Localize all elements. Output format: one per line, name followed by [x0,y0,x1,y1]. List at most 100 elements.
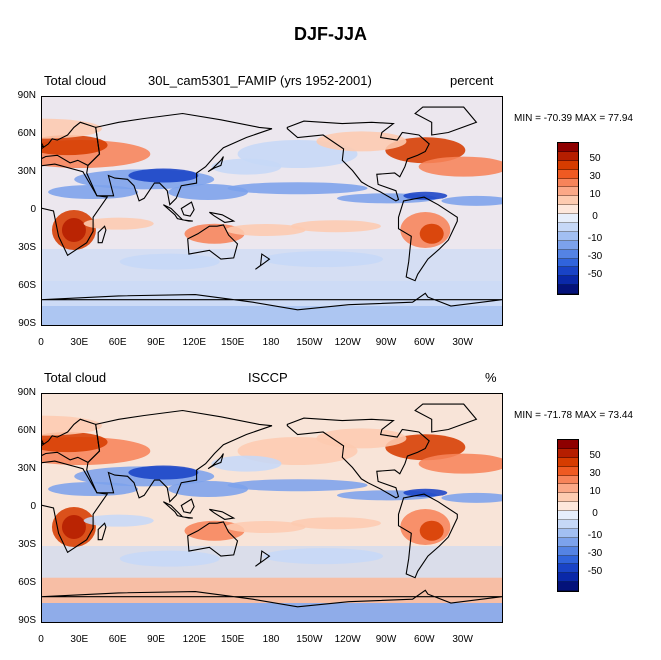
longitude-tick-label: 90W [375,337,397,348]
colorbar [557,142,579,296]
anomaly-field-region [119,550,220,567]
colorbar-swatch [558,466,578,476]
anomaly-field-region [290,517,381,530]
anomaly-field-region [225,224,306,236]
longitude-tick-label: 0 [38,634,44,645]
colorbar-swatch [558,528,578,538]
coastline-europe [42,121,101,167]
coastline-uk [42,142,45,148]
min-max-readout: MIN = -70.39 MAX = 77.94 [514,113,633,124]
colorbar [557,439,579,593]
colorbar-tick-label: 0 [592,507,598,519]
colorbar-swatch [558,178,578,188]
longitude-tick-label: 180 [262,337,280,348]
latitude-tick-label: 60S [18,577,36,588]
latitude-tick-label: 30N [17,463,36,474]
longitude-tick-label: 150E [220,634,245,645]
colorbar-swatch [558,493,578,503]
colorbar-tick-label: -50 [587,565,603,577]
coastline-antarctica [42,589,502,608]
anomaly-field-region [48,185,139,199]
panel-left-title: Total cloud [44,370,107,385]
map-panel-model: Total cloud 30L_cam5301_FAMIP (yrs 1952-… [0,0,661,348]
panel-right-title: % [485,370,497,385]
colorbar-swatch [558,196,578,206]
anomaly-field-region [403,488,448,497]
colorbar-tick-label: 10 [589,485,601,497]
anomaly-field-region [263,548,384,565]
anomaly-field-region [211,455,282,472]
anomaly-field-region [316,131,407,152]
coastline-japan [207,156,224,173]
subtropical-band [42,546,502,578]
longitude-tick-label: 120W [334,337,361,348]
longitude-tick-label: 180 [262,634,280,645]
anomaly-field-region [385,434,466,461]
anomaly-field-region [290,220,381,233]
figure-title: DJF-JJA [293,24,368,44]
anomaly-field-region [418,453,502,474]
latitude-tick-label: 30S [18,242,36,253]
colorbar-swatch [558,223,578,232]
colorbar-tick-label: -30 [587,547,603,559]
coastline-madagascar [97,225,107,244]
coastline-greenland [414,106,478,136]
latitude-tick-label: 90S [18,318,36,329]
antarctic-band [42,306,502,325]
coastline-indonesia [163,204,193,222]
coastline-namerica [286,120,430,202]
colorbar-swatch [558,258,578,268]
antarctic-band [42,603,502,622]
coastline-nz [255,550,271,567]
colorbar-swatch [558,582,578,592]
anomaly-field-region [403,191,448,200]
colorbar-swatch [558,143,578,152]
min-label: MIN = -70.39 [514,113,573,124]
panel-center-title: 30L_cam5301_FAMIP (yrs 1952-2001) [148,73,372,88]
anomaly-field-region [441,195,502,206]
longitude-tick-label: 150W [296,634,323,645]
colorbar-swatch [558,160,578,170]
cloud-difference-map [41,96,503,326]
longitude-tick-label: 150W [296,337,323,348]
coastline-uk [42,439,45,445]
colorbar-swatch [558,276,578,286]
colorbar-swatch [558,440,578,449]
coastline-africa [42,163,109,257]
colorbar-swatch [558,267,578,277]
anomaly-field-region [83,514,154,527]
map-panel-observed: Total cloud ISCCP % MIN = -71.78 MAX = 7… [0,297,661,645]
longitude-tick-label: 90E [147,634,165,645]
longitude-tick-label: 60W [414,634,435,645]
colorbar-swatch [558,555,578,565]
longitude-tick-label: 120E [182,337,206,348]
anomaly-field-region [227,479,368,492]
longitude-tick-label: 30E [70,337,89,348]
anomaly-field-region [441,492,502,503]
coastline-samerica [397,196,458,282]
anomaly-field-region [128,465,199,480]
colorbar-swatch [558,475,578,485]
coastline-namerica [286,417,430,499]
longitude-tick-label: 0 [38,337,44,348]
min-label: MIN = -71.78 [514,410,573,421]
colorbar-swatch [558,151,578,161]
anomaly-field-region [211,158,282,175]
anomaly-field-region [119,253,220,270]
longitude-tick-label: 150E [220,337,245,348]
longitude-tick-label: 90W [375,634,397,645]
colorbar-tick-label: 30 [589,170,601,182]
anomaly-field-region [419,223,444,244]
colorbar-swatch [558,249,578,259]
panel-center-title: ISCCP [248,370,288,385]
coastline-asia [86,112,273,206]
longitude-tick-label: 30W [452,337,473,348]
colorbar-swatch [558,214,578,224]
colorbar-swatch [558,564,578,574]
colorbar-swatch [558,231,578,241]
anomaly-field-region [418,156,502,177]
longitude-tick-label: 120E [182,634,206,645]
coastline-asia [86,409,273,503]
longitude-tick-label: 30W [452,634,473,645]
coastline-japan [207,453,224,470]
